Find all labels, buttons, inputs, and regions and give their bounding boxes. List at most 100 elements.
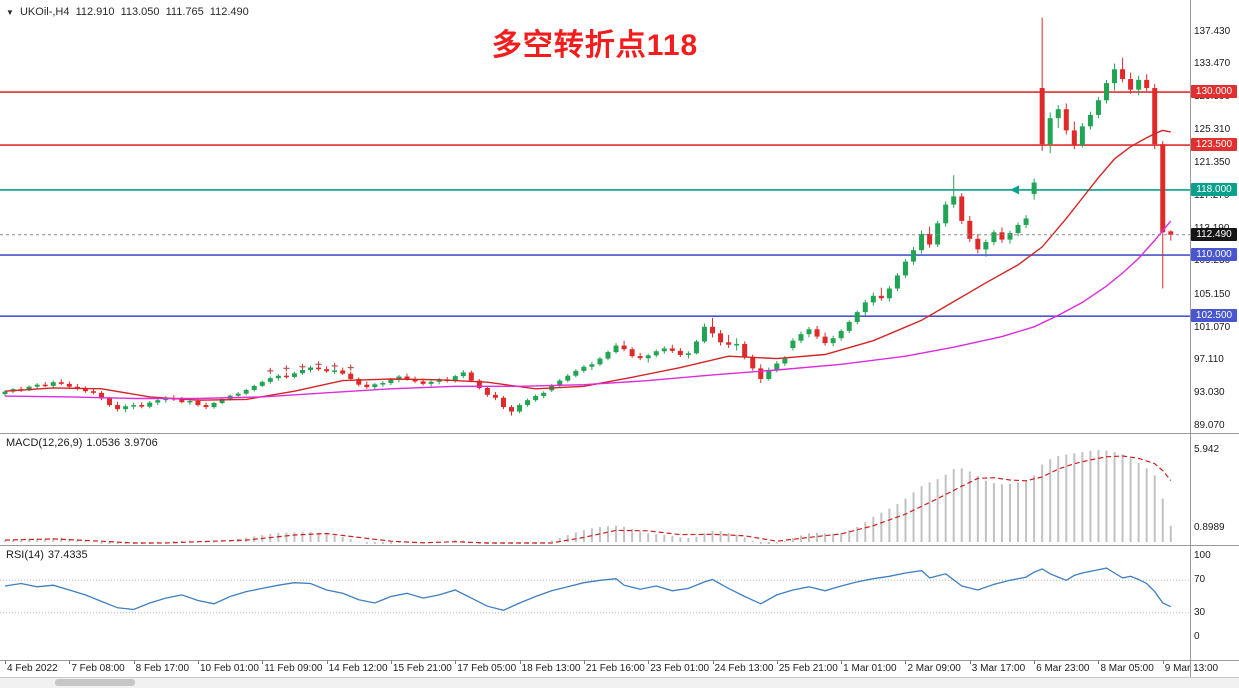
rsi-panel-canvas[interactable]: [0, 546, 1190, 659]
candle-body: [155, 400, 161, 403]
collapse-arrow-icon[interactable]: ▼: [6, 8, 14, 17]
macd-panel-canvas[interactable]: [0, 434, 1190, 544]
macd-histogram-bar: [293, 532, 296, 542]
macd-histogram-bar: [1033, 475, 1036, 542]
macd-histogram-bar: [1161, 498, 1164, 542]
time-axis-label: 15 Feb 21:00: [392, 663, 452, 674]
candle-body: [50, 382, 56, 386]
horizontal-scrollbar[interactable]: [0, 678, 1239, 688]
macd-histogram-bar: [928, 482, 931, 542]
macd-histogram-bar: [550, 540, 553, 542]
candle-body: [870, 295, 876, 303]
candle-body: [267, 378, 273, 382]
macd-histogram-bar: [1089, 450, 1092, 542]
time-axis-label: 2 Mar 09:00: [907, 663, 961, 674]
candle-body: [259, 381, 265, 386]
candle-body: [854, 312, 860, 322]
time-axis-tick: [1162, 660, 1164, 664]
macd-histogram-bar: [558, 537, 561, 542]
macd-histogram-bar: [365, 542, 368, 544]
time-axis-label: 8 Feb 17:00: [135, 663, 189, 674]
candle-body: [822, 336, 828, 344]
candle-body: [838, 330, 844, 339]
candle-body: [541, 392, 547, 397]
macd-histogram-bar: [213, 542, 216, 543]
macd-histogram-bar: [172, 540, 175, 542]
price-axis-label: 121.350: [1194, 156, 1231, 168]
candle-body: [388, 379, 394, 384]
candle-body: [943, 204, 949, 224]
time-axis-separator: [0, 660, 1239, 661]
macd-histogram-bar: [840, 532, 843, 542]
candle-body: [348, 373, 354, 379]
macd-histogram-bar: [188, 540, 191, 542]
macd-name: MACD(12,26,9): [6, 437, 83, 449]
macd-signal-value: 3.9706: [124, 437, 158, 449]
panel-separator-rsi: [0, 545, 1239, 546]
time-axis-label: 6 Mar 23:00: [1036, 663, 1090, 674]
candle-body: [412, 378, 418, 382]
candle-body: [999, 232, 1005, 240]
scrollbar-thumb[interactable]: [55, 679, 135, 686]
macd-histogram-bar: [647, 533, 650, 542]
time-axis-label: 8 Mar 05:00: [1100, 663, 1154, 674]
macd-histogram-bar: [1129, 458, 1132, 542]
candle-body: [98, 392, 104, 399]
macd-histogram-bar: [20, 539, 23, 542]
macd-histogram-bar: [1025, 480, 1028, 542]
candle-body: [685, 353, 691, 355]
macd-histogram-bar: [727, 533, 730, 542]
candle-body: [967, 220, 973, 239]
candle-body: [42, 384, 48, 387]
candle-body: [886, 288, 892, 299]
candle-body: [959, 196, 965, 221]
macd-histogram-bar: [695, 536, 698, 542]
macd-histogram-bar: [655, 534, 658, 542]
macd-histogram-bar: [1097, 449, 1100, 542]
candle-body: [927, 233, 933, 245]
price-axis-label: 125.310: [1194, 124, 1231, 136]
time-axis-label: 11 Feb 09:00: [264, 663, 323, 674]
price-level-badge: 110.000: [1191, 248, 1237, 262]
macd-histogram-bar: [896, 504, 899, 542]
macd-histogram-bar: [1113, 452, 1116, 542]
candle-body: [139, 405, 145, 407]
annotation-title: 多空转折点118: [491, 29, 699, 62]
candle-body: [179, 399, 185, 403]
candle-body: [275, 375, 281, 379]
macd-histogram-bar: [920, 486, 923, 542]
price-level-badge: 118.000: [1191, 182, 1237, 196]
macd-histogram-bar: [12, 539, 15, 542]
macd-histogram-bar: [100, 542, 103, 544]
left-arrow-icon: [1010, 185, 1019, 195]
macd-histogram-bar: [1041, 464, 1044, 542]
macd-histogram-bar: [277, 533, 280, 542]
macd-histogram-bar: [663, 534, 666, 542]
price-level-badge: 102.500: [1191, 309, 1237, 323]
candle-body: [846, 321, 852, 331]
time-axis[interactable]: 4 Feb 2022 7 Feb 08:00 8 Feb 17:00 10 Feb 0…: [0, 660, 1239, 677]
macd-histogram-bar: [397, 542, 400, 543]
candle-body: [187, 400, 193, 403]
main-chart-canvas[interactable]: [0, 0, 1190, 433]
time-axis-tick: [5, 660, 6, 664]
macd-histogram-bar: [992, 483, 995, 542]
time-axis-tick: [455, 660, 457, 664]
macd-histogram-bar: [799, 535, 802, 542]
candle-body: [404, 376, 410, 379]
candle-body: [2, 391, 8, 395]
price-axis[interactable]: 137.430133.470129.390125.310121.350117.2…: [1190, 0, 1239, 677]
macd-histogram-bar: [1009, 483, 1011, 542]
macd-histogram-bar: [808, 533, 810, 542]
macd-histogram-bar: [607, 526, 609, 542]
macd-histogram-bar: [832, 533, 835, 542]
candle-body: [951, 196, 957, 205]
candle-body: [340, 370, 346, 374]
candle-body: [1055, 109, 1061, 119]
time-axis-tick: [712, 660, 714, 664]
candle-body: [509, 407, 515, 412]
ma-slow-line: [4, 220, 1172, 400]
time-axis-tick: [197, 660, 199, 664]
candle-body: [219, 398, 225, 404]
candle-body: [902, 261, 908, 276]
